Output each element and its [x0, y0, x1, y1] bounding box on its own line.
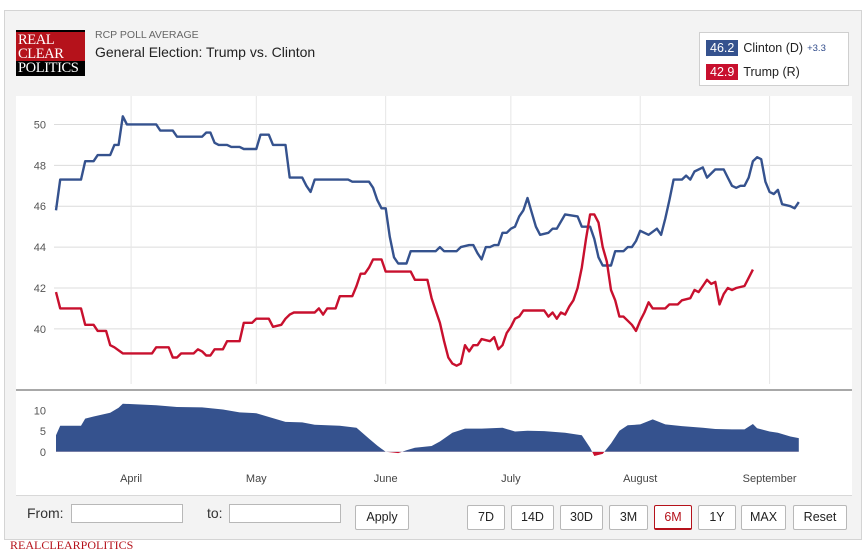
- apply-button[interactable]: Apply: [355, 505, 409, 530]
- to-date-input[interactable]: [229, 504, 341, 523]
- logo-word-real: REAL: [18, 32, 55, 48]
- range-button-6m[interactable]: 6M: [654, 505, 692, 530]
- y-tick-label-40: 40: [34, 324, 46, 336]
- series-line-clinton: [54, 115, 800, 267]
- x-label-september: September: [743, 473, 797, 485]
- spread-tick-label-5: 5: [40, 426, 46, 438]
- series-lines: [54, 115, 800, 367]
- range-button-14d[interactable]: 14D: [511, 505, 554, 530]
- legend-item-clinton: 46.2 Clinton (D) +3.3: [706, 39, 826, 57]
- range-button-30d[interactable]: 30D: [560, 505, 603, 530]
- x-axis-labels: April May June July August September: [120, 473, 797, 485]
- chart-supertitle: RCP POLL AVERAGE: [95, 29, 199, 41]
- range-button-max[interactable]: MAX: [741, 505, 786, 530]
- logo-word-clear: CLEAR: [18, 46, 64, 62]
- x-label-april: April: [120, 473, 142, 485]
- x-label-july: July: [501, 473, 521, 485]
- y-tick-label-50: 50: [34, 119, 46, 131]
- legend-item-trump: 42.9 Trump (R): [706, 63, 800, 81]
- from-date-input[interactable]: [71, 504, 183, 523]
- x-label-june: June: [374, 473, 398, 485]
- rcp-logo: REAL CLEAR POLITICS: [16, 30, 85, 76]
- x-label-august: August: [623, 473, 657, 485]
- legend: 46.2 Clinton (D) +3.3 42.9 Trump (R): [699, 32, 849, 86]
- reset-button[interactable]: Reset: [793, 505, 847, 530]
- y-tick-label-48: 48: [34, 160, 46, 172]
- legend-trump-value: 42.9: [706, 64, 739, 80]
- y-axis-ticks: 40 42 44 46 48 50: [34, 119, 46, 335]
- footer-brand: REALCLEARPOLITICS: [10, 538, 134, 552]
- legend-trump-label: Trump (R): [743, 65, 800, 79]
- range-button-3m[interactable]: 3M: [609, 505, 648, 530]
- chart-title: General Election: Trump vs. Clinton: [95, 44, 316, 60]
- y-tick-label-44: 44: [34, 242, 46, 254]
- series-line-trump: [54, 213, 754, 367]
- x-label-may: May: [246, 473, 267, 485]
- grid: [54, 123, 852, 330]
- spread-tick-label-0: 0: [40, 447, 46, 459]
- range-button-7d[interactable]: 7D: [467, 505, 505, 530]
- from-label: From:: [27, 505, 64, 521]
- y-tick-label-42: 42: [34, 283, 46, 295]
- y-tick-label-46: 46: [34, 201, 46, 213]
- to-label: to:: [207, 505, 223, 521]
- legend-clinton-label: Clinton (D): [743, 41, 804, 55]
- spread-area-clinton: [56, 403, 799, 452]
- logo-red-band: [16, 32, 85, 61]
- spread-tick-label-10: 10: [34, 405, 46, 417]
- spread-area[interactable]: [56, 403, 799, 456]
- x-grid: [130, 96, 771, 384]
- spread-y-ticks: 0 5 10: [34, 405, 46, 459]
- legend-clinton-value: 46.2: [706, 40, 739, 56]
- legend-clinton-change: +3.3: [807, 42, 826, 54]
- poll-chart[interactable]: 40 42 44 46 48 50 0 5 10 April May June July August…: [16, 96, 852, 495]
- range-button-1y[interactable]: 1Y: [698, 505, 736, 530]
- logo-word-politics: POLITICS: [18, 60, 79, 76]
